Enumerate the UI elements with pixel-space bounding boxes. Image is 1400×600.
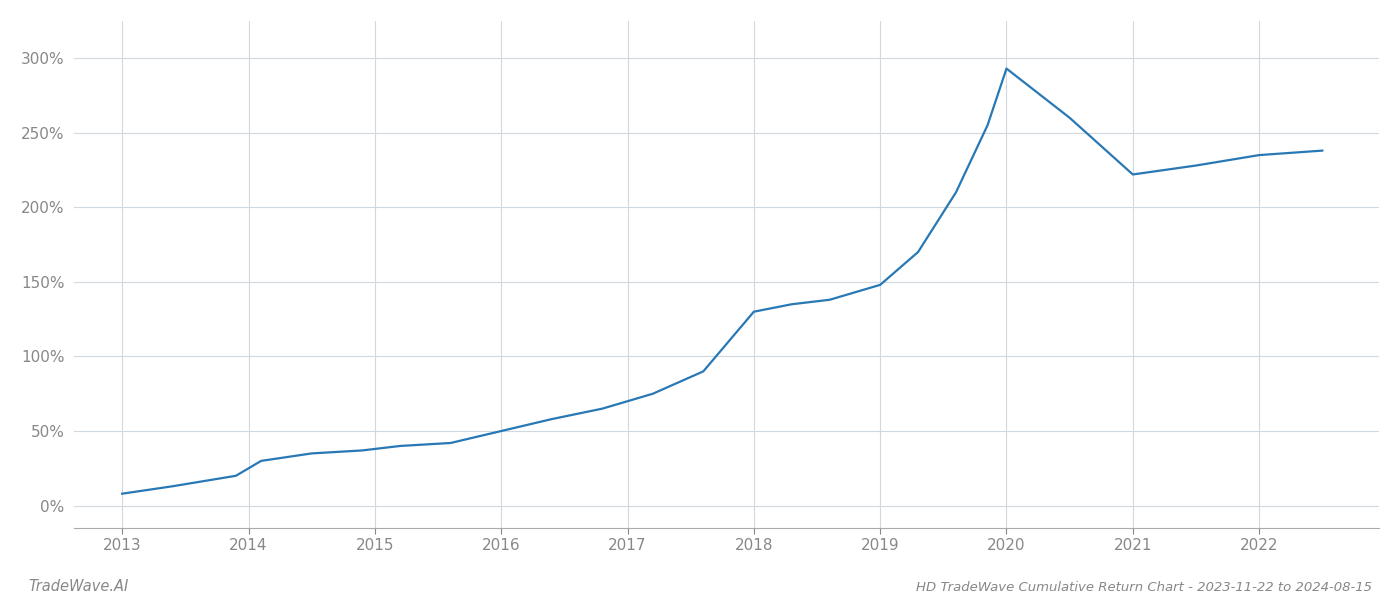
Text: HD TradeWave Cumulative Return Chart - 2023-11-22 to 2024-08-15: HD TradeWave Cumulative Return Chart - 2…: [916, 581, 1372, 594]
Text: TradeWave.AI: TradeWave.AI: [28, 579, 129, 594]
